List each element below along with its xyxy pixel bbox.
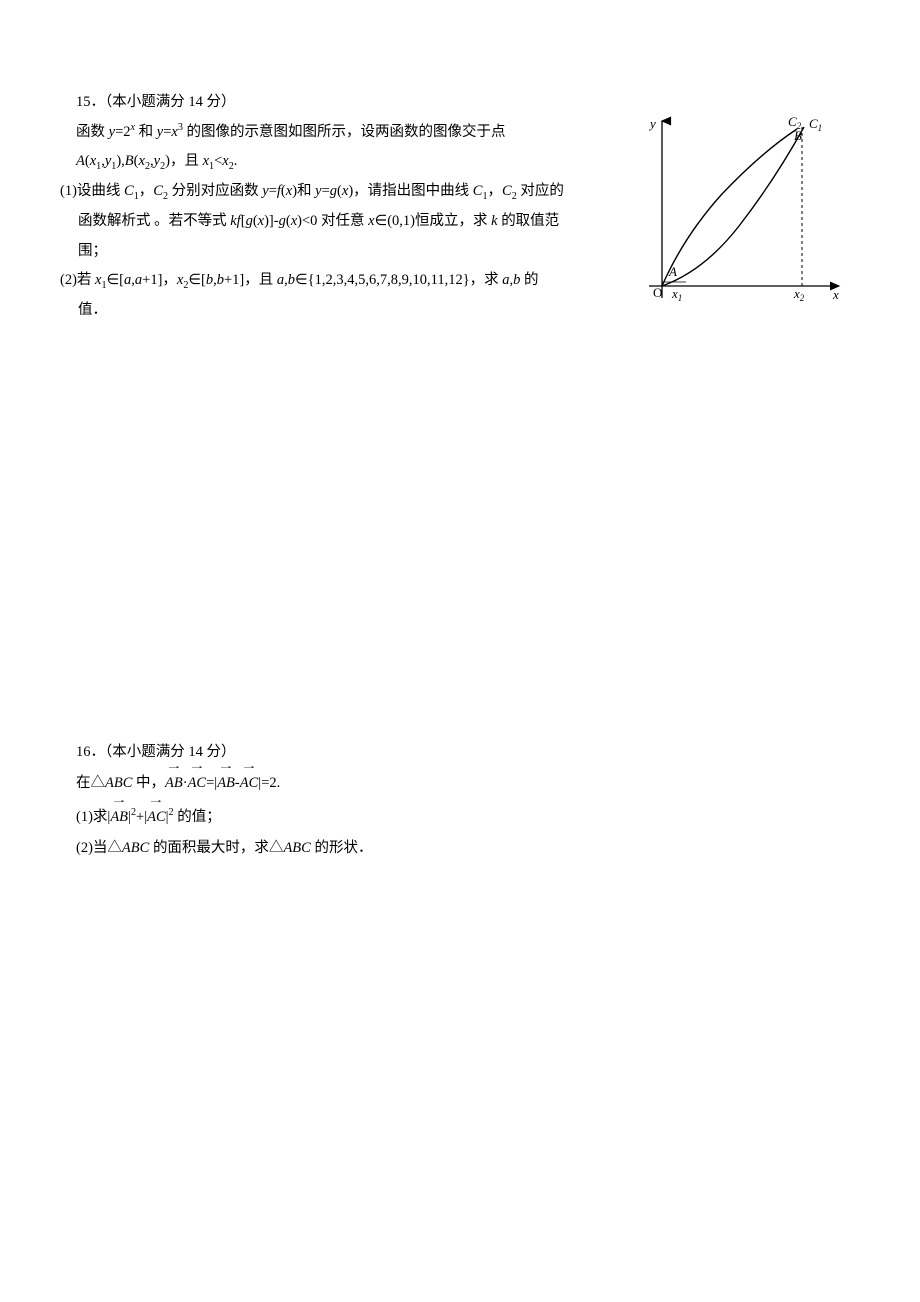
t: B [125,153,134,169]
t: 的图像的示意图如图所示，设两函数的图像交于点 [183,124,506,140]
vec-AB: AB [110,801,128,834]
t: 的取值范 [498,213,560,229]
t: 的形状． [311,840,373,856]
t: 的值； [174,809,221,825]
t: C [124,183,134,199]
t: ， [488,183,503,199]
curve-c2 [662,129,797,286]
t: +1] [142,272,162,288]
t: ，求 [470,272,503,288]
label-x2: x2 [793,286,805,303]
q16-p1: (1)求|AB|2+|AC|2 的值； [60,801,844,834]
t: 中， [132,775,165,791]
q15-header-pre: 15．（本小题满分 [76,94,188,110]
q15-header-post: 分） [203,94,236,110]
t: = [269,183,277,199]
label-x: x [832,287,839,302]
label-x1: x1 [671,286,682,303]
q15-p1-line2: 函数解析式 。若不等式 kf[g(x)]-g(x)<0 对任意 x∈(0,1)恒… [60,207,648,237]
t: b [217,272,224,288]
t: 对应的 [517,183,564,199]
t: ∈[ [107,272,124,288]
label-O: O [653,285,662,300]
t: =| [206,775,217,791]
label-C2: C2 [788,116,802,131]
t: (1)设曲线 [60,183,124,199]
q15-line-1: 函数 y=2x 和 y=x3 的图像的示意图如图所示，设两函数的图像交于点 [60,118,638,148]
t: g [246,213,253,229]
t: 的 [520,272,538,288]
q15-header: 15．（本小题满分 14 分） [60,88,844,118]
t: C [502,183,512,199]
t: . [234,153,238,169]
q15-p2-line1: (2)若 x1∈[a,a+1]，x2∈[b,b+1]，且 a,b∈{1,2,3,… [60,266,648,296]
t: 在△ [76,775,105,791]
t: g [279,213,286,229]
t: )<0 [297,213,317,229]
t: +1] [224,272,244,288]
t: b [288,272,295,288]
t: =2 [115,124,130,140]
q15-p1-line3: 围； [60,237,648,267]
t: g [330,183,337,199]
vec-AB: AB [217,767,235,800]
t: ∈(0,1) [375,213,415,229]
label-y: y [648,116,656,131]
curve-c1 [662,127,804,286]
t: ABC [105,775,132,791]
t: ABC [122,840,149,856]
t: 值． [78,302,107,318]
t: 和 [135,124,157,140]
t: ∈{1,2,3,4,5,6,7,8,9,10,11,12} [295,272,470,288]
q16-line1: 在△ABC 中，AB·AC=|AB-AC|=2. [60,767,844,800]
t: |=2. [258,775,280,791]
t: )]- [264,213,279,229]
t: 函数 [76,124,109,140]
t: ), [116,153,124,169]
t: 函数解析式 。若不等式 [78,213,230,229]
vec-AC: AC [188,767,207,800]
t: ，请指出图中曲线 [353,183,473,199]
t: 和 [297,183,315,199]
t: ∈[ [188,272,205,288]
t: ， [139,183,154,199]
t: (2)若 [60,272,95,288]
t: C [153,183,163,199]
t: ， [162,272,177,288]
label-A: A [668,264,677,279]
vec-AC: AC [240,767,259,800]
question-16: 16．（本小题满分 14 分） 在△ABC 中，AB·AC=|AB-AC|=2.… [60,738,844,864]
vec-AC: AC [147,801,166,834]
t: A [76,153,85,169]
t: 对任意 [317,213,368,229]
t: 分别对应函数 [168,183,262,199]
q15-figure: A B C2 C1 O y x x1 x2 [644,116,844,304]
t: kf [230,213,240,229]
t: a [502,272,509,288]
t: (1)求 [76,809,107,825]
t: (2)当△ [76,840,122,856]
t: = [322,183,330,199]
question-15: 15．（本小题满分 14 分） 函数 y=2x 和 y=x3 的图像的示意图如图… [60,88,844,326]
t: +| [136,809,147,825]
t: 的面积最大时，求△ [149,840,283,856]
t: ，且 [244,272,277,288]
q15-p1-line1: (1)设曲线 C1，C2 分别对应函数 y=f(x)和 y=g(x)，请指出图中… [60,177,648,207]
t: ，且 [170,153,203,169]
t: 恒成立，求 [415,213,491,229]
label-C1: C1 [809,116,822,133]
t: 围； [78,243,107,259]
q16-p2: (2)当△ABC 的面积最大时，求△ABC 的形状． [60,834,844,864]
t: ABC [283,840,310,856]
vec-AB: AB [165,767,183,800]
q15-line-2: A(x1,y1),B(x2,y2)，且 x1<x2. [60,147,638,177]
q15-points: 14 [188,94,203,110]
